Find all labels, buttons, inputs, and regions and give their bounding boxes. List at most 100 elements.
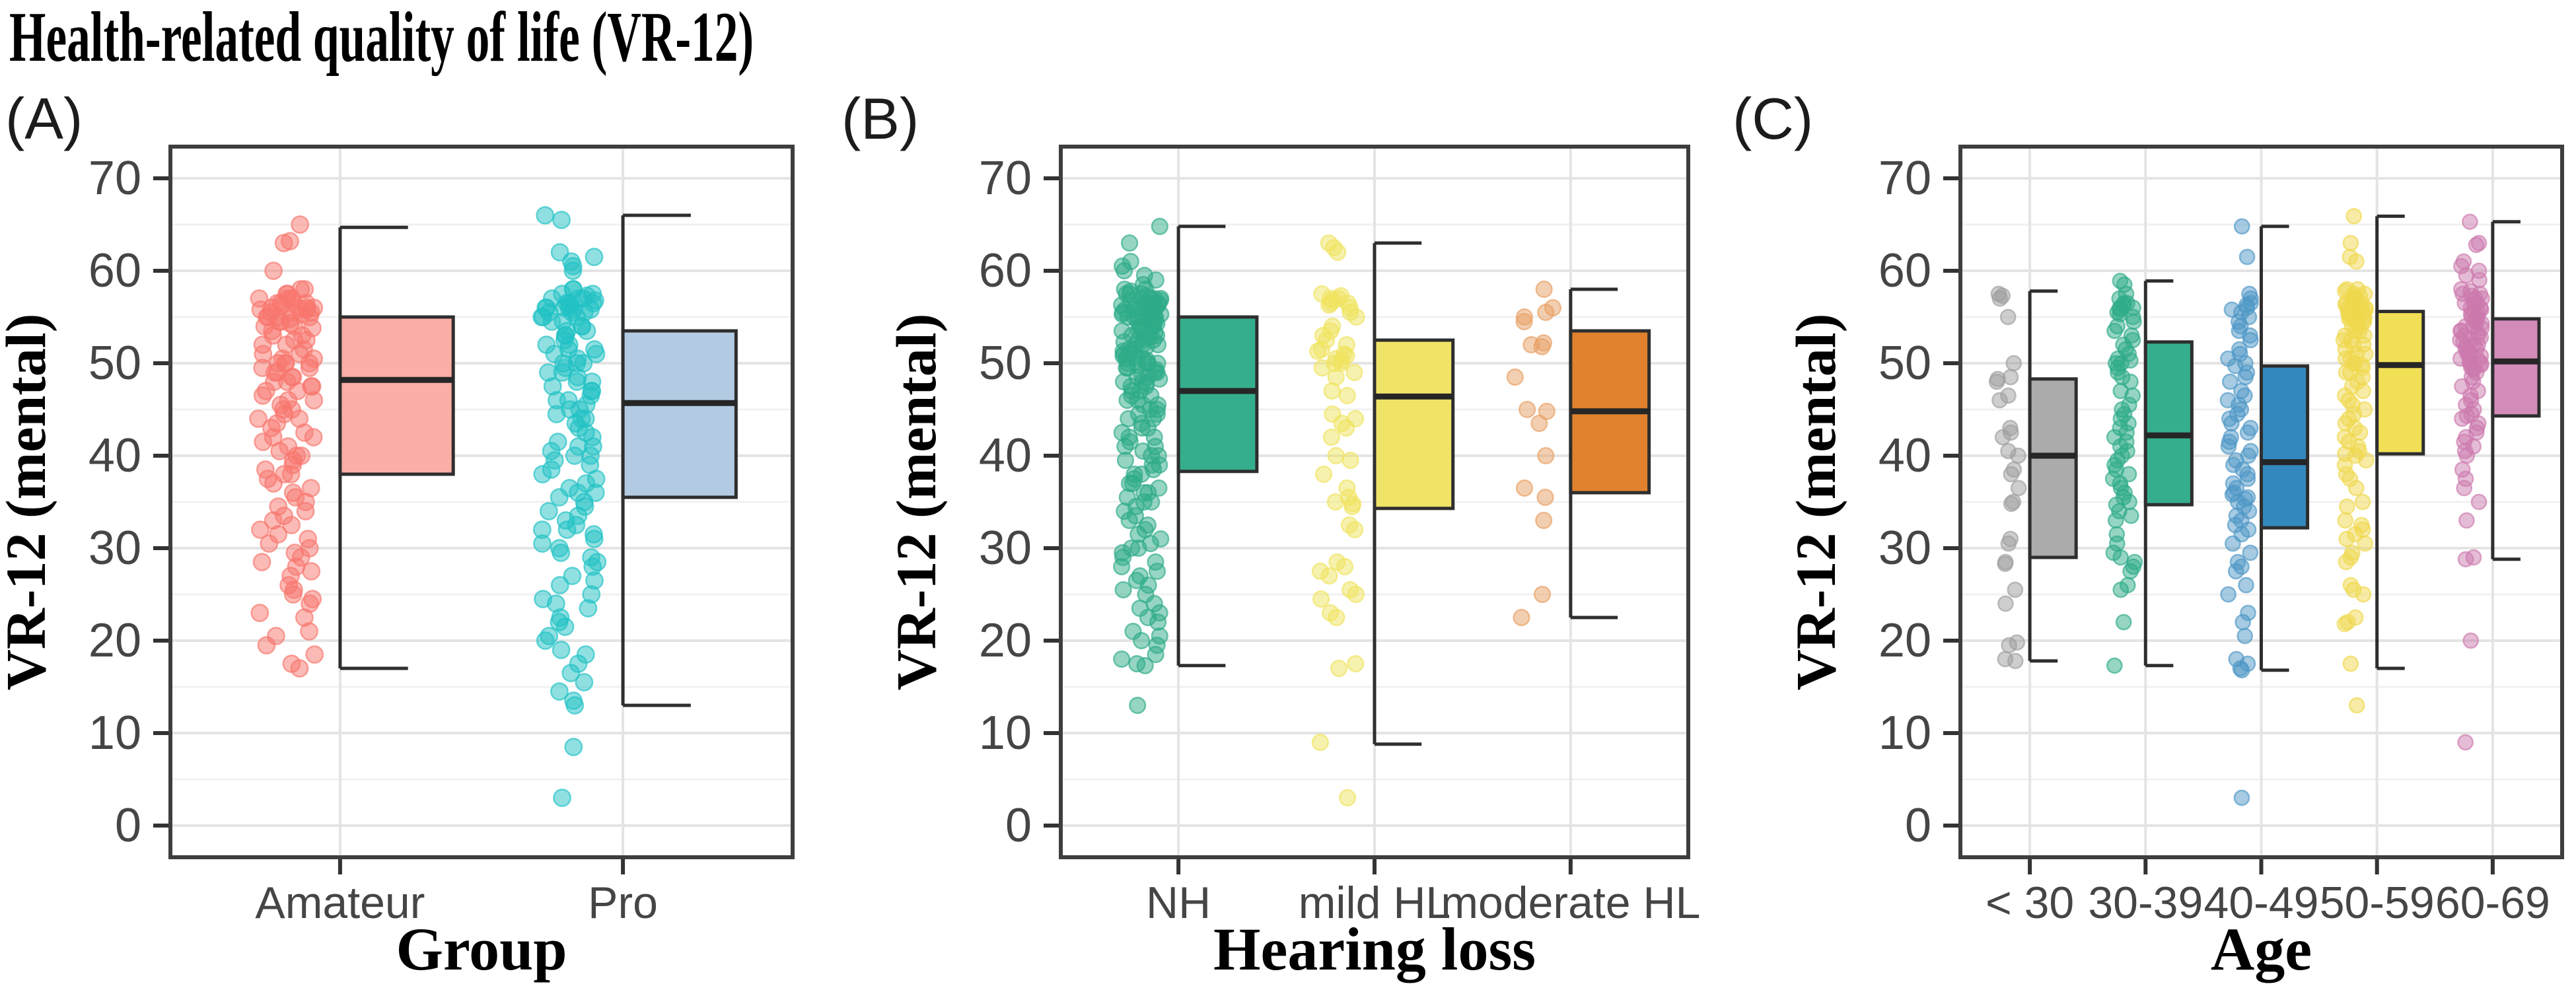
jitter-point xyxy=(565,446,584,465)
jitter-point xyxy=(1519,400,1536,419)
jitter-point xyxy=(552,211,571,229)
jitter-point xyxy=(564,738,583,756)
panel-border xyxy=(1059,145,1690,859)
jitter-point xyxy=(587,345,606,363)
jitter-point xyxy=(1538,402,1556,420)
x-axis-title: Age xyxy=(2211,915,2312,983)
jitter-point xyxy=(2223,415,2240,432)
jitter-point xyxy=(1535,511,1553,530)
jitter-point xyxy=(1327,446,1345,465)
jitter-point xyxy=(264,474,283,493)
jitter-point xyxy=(2107,512,2124,529)
jitter-point xyxy=(2357,535,2374,552)
x-tick-label: 30-39 xyxy=(2088,878,2203,928)
jitter-point xyxy=(1114,581,1132,599)
jitter-point xyxy=(251,520,269,539)
y-tick-label: 40 xyxy=(89,429,141,482)
panel-label-a: (A) xyxy=(5,86,83,151)
jitter-point xyxy=(2462,213,2478,230)
y-axis-title: VR-12 (mental) xyxy=(884,314,948,691)
jitter-point xyxy=(1530,414,1548,433)
box-Pro xyxy=(621,329,738,499)
jitter-point xyxy=(1991,392,2008,409)
jitter-point xyxy=(2238,577,2254,594)
box-50-59 xyxy=(2375,310,2425,456)
jitter-point xyxy=(2237,369,2254,386)
jitter-point xyxy=(2235,614,2251,631)
y-tick-label: 50 xyxy=(979,337,1032,390)
y-axis-title: VR-12 (mental) xyxy=(0,314,57,691)
jitter-strip-Pro xyxy=(532,206,607,807)
figure-title: Health-related quality of life (VR-12) xyxy=(9,0,754,77)
jitter-point xyxy=(1515,312,1533,331)
jitter-point xyxy=(1143,493,1161,511)
jitter-point xyxy=(2227,563,2244,580)
y-axis-title: VR-12 (mental) xyxy=(1784,314,1847,691)
jitter-point xyxy=(1337,419,1355,437)
jitter-point xyxy=(2342,234,2359,252)
x-tick-label: Pro xyxy=(588,878,658,928)
jitter-point xyxy=(1330,659,1348,678)
jitter-point xyxy=(536,206,555,225)
jitter-point xyxy=(1329,243,1347,262)
jitter-point xyxy=(2355,586,2372,603)
jitter-point xyxy=(254,433,273,451)
jitter-point xyxy=(264,262,283,280)
jitter-point xyxy=(1308,342,1327,360)
x-tick-label: 50-59 xyxy=(2320,878,2435,928)
jitter-point xyxy=(2123,507,2139,524)
jitter-point xyxy=(2348,697,2365,714)
box-40-49 xyxy=(2260,364,2310,530)
jitter-point xyxy=(542,312,561,331)
jitter-point xyxy=(2239,424,2256,441)
jitter-point xyxy=(2336,616,2353,633)
x-tick-label: mild HL xyxy=(1299,878,1451,928)
jitter-point xyxy=(1115,262,1133,280)
jitter-point xyxy=(1323,382,1341,400)
jitter-point xyxy=(585,530,604,548)
jitter-point xyxy=(1997,595,2014,612)
y-tick-label: 10 xyxy=(89,707,141,760)
panel-label-b: (B) xyxy=(841,86,919,151)
jitter-point xyxy=(2115,614,2132,631)
jitter-strip-60-69 xyxy=(2452,213,2490,751)
y-tick-label: 0 xyxy=(1905,799,1931,852)
jitter-point xyxy=(253,386,272,405)
y-tick-label: 70 xyxy=(979,152,1032,205)
jitter-point xyxy=(1120,234,1139,252)
jitter-point xyxy=(585,248,604,266)
jitter-point xyxy=(2338,553,2355,571)
jitter-point xyxy=(533,465,552,483)
box-60-69 xyxy=(2491,317,2541,418)
jitter-point xyxy=(1347,585,1365,604)
jitter-point xyxy=(300,622,318,641)
jitter-point xyxy=(282,516,301,534)
jitter-strip-Amateur xyxy=(249,215,324,678)
jitter-point xyxy=(2470,493,2487,511)
jitter-strip-40-49 xyxy=(2219,218,2259,806)
jitter-point xyxy=(1991,290,2009,307)
jitter-point xyxy=(2112,549,2129,566)
y-tick-label: 40 xyxy=(979,429,1032,482)
jitter-point xyxy=(536,631,555,650)
panel-border xyxy=(1958,145,2564,859)
x-tick-label: 40-49 xyxy=(2204,878,2319,928)
jitter-point xyxy=(563,567,582,585)
x-tick-label: NH xyxy=(1146,878,1211,928)
jitter-strip-30-39 xyxy=(2104,273,2143,674)
jitter-point xyxy=(2220,438,2237,455)
jitter-point xyxy=(2010,447,2026,464)
jitter-point xyxy=(2001,637,2018,654)
jitter-point xyxy=(1313,359,1331,377)
y-tick-label: 60 xyxy=(89,244,141,297)
jitter-point xyxy=(550,682,569,701)
jitter-point xyxy=(1343,497,1361,516)
y-tick-label: 30 xyxy=(979,522,1032,575)
jitter-point xyxy=(2348,253,2365,270)
y-tick-label: 50 xyxy=(1878,337,1931,390)
jitter-point xyxy=(2000,535,2017,552)
x-axis-title: Hearing loss xyxy=(1213,915,1536,983)
jitter-point xyxy=(1120,511,1138,530)
y-tick-label: 30 xyxy=(1878,522,1931,575)
